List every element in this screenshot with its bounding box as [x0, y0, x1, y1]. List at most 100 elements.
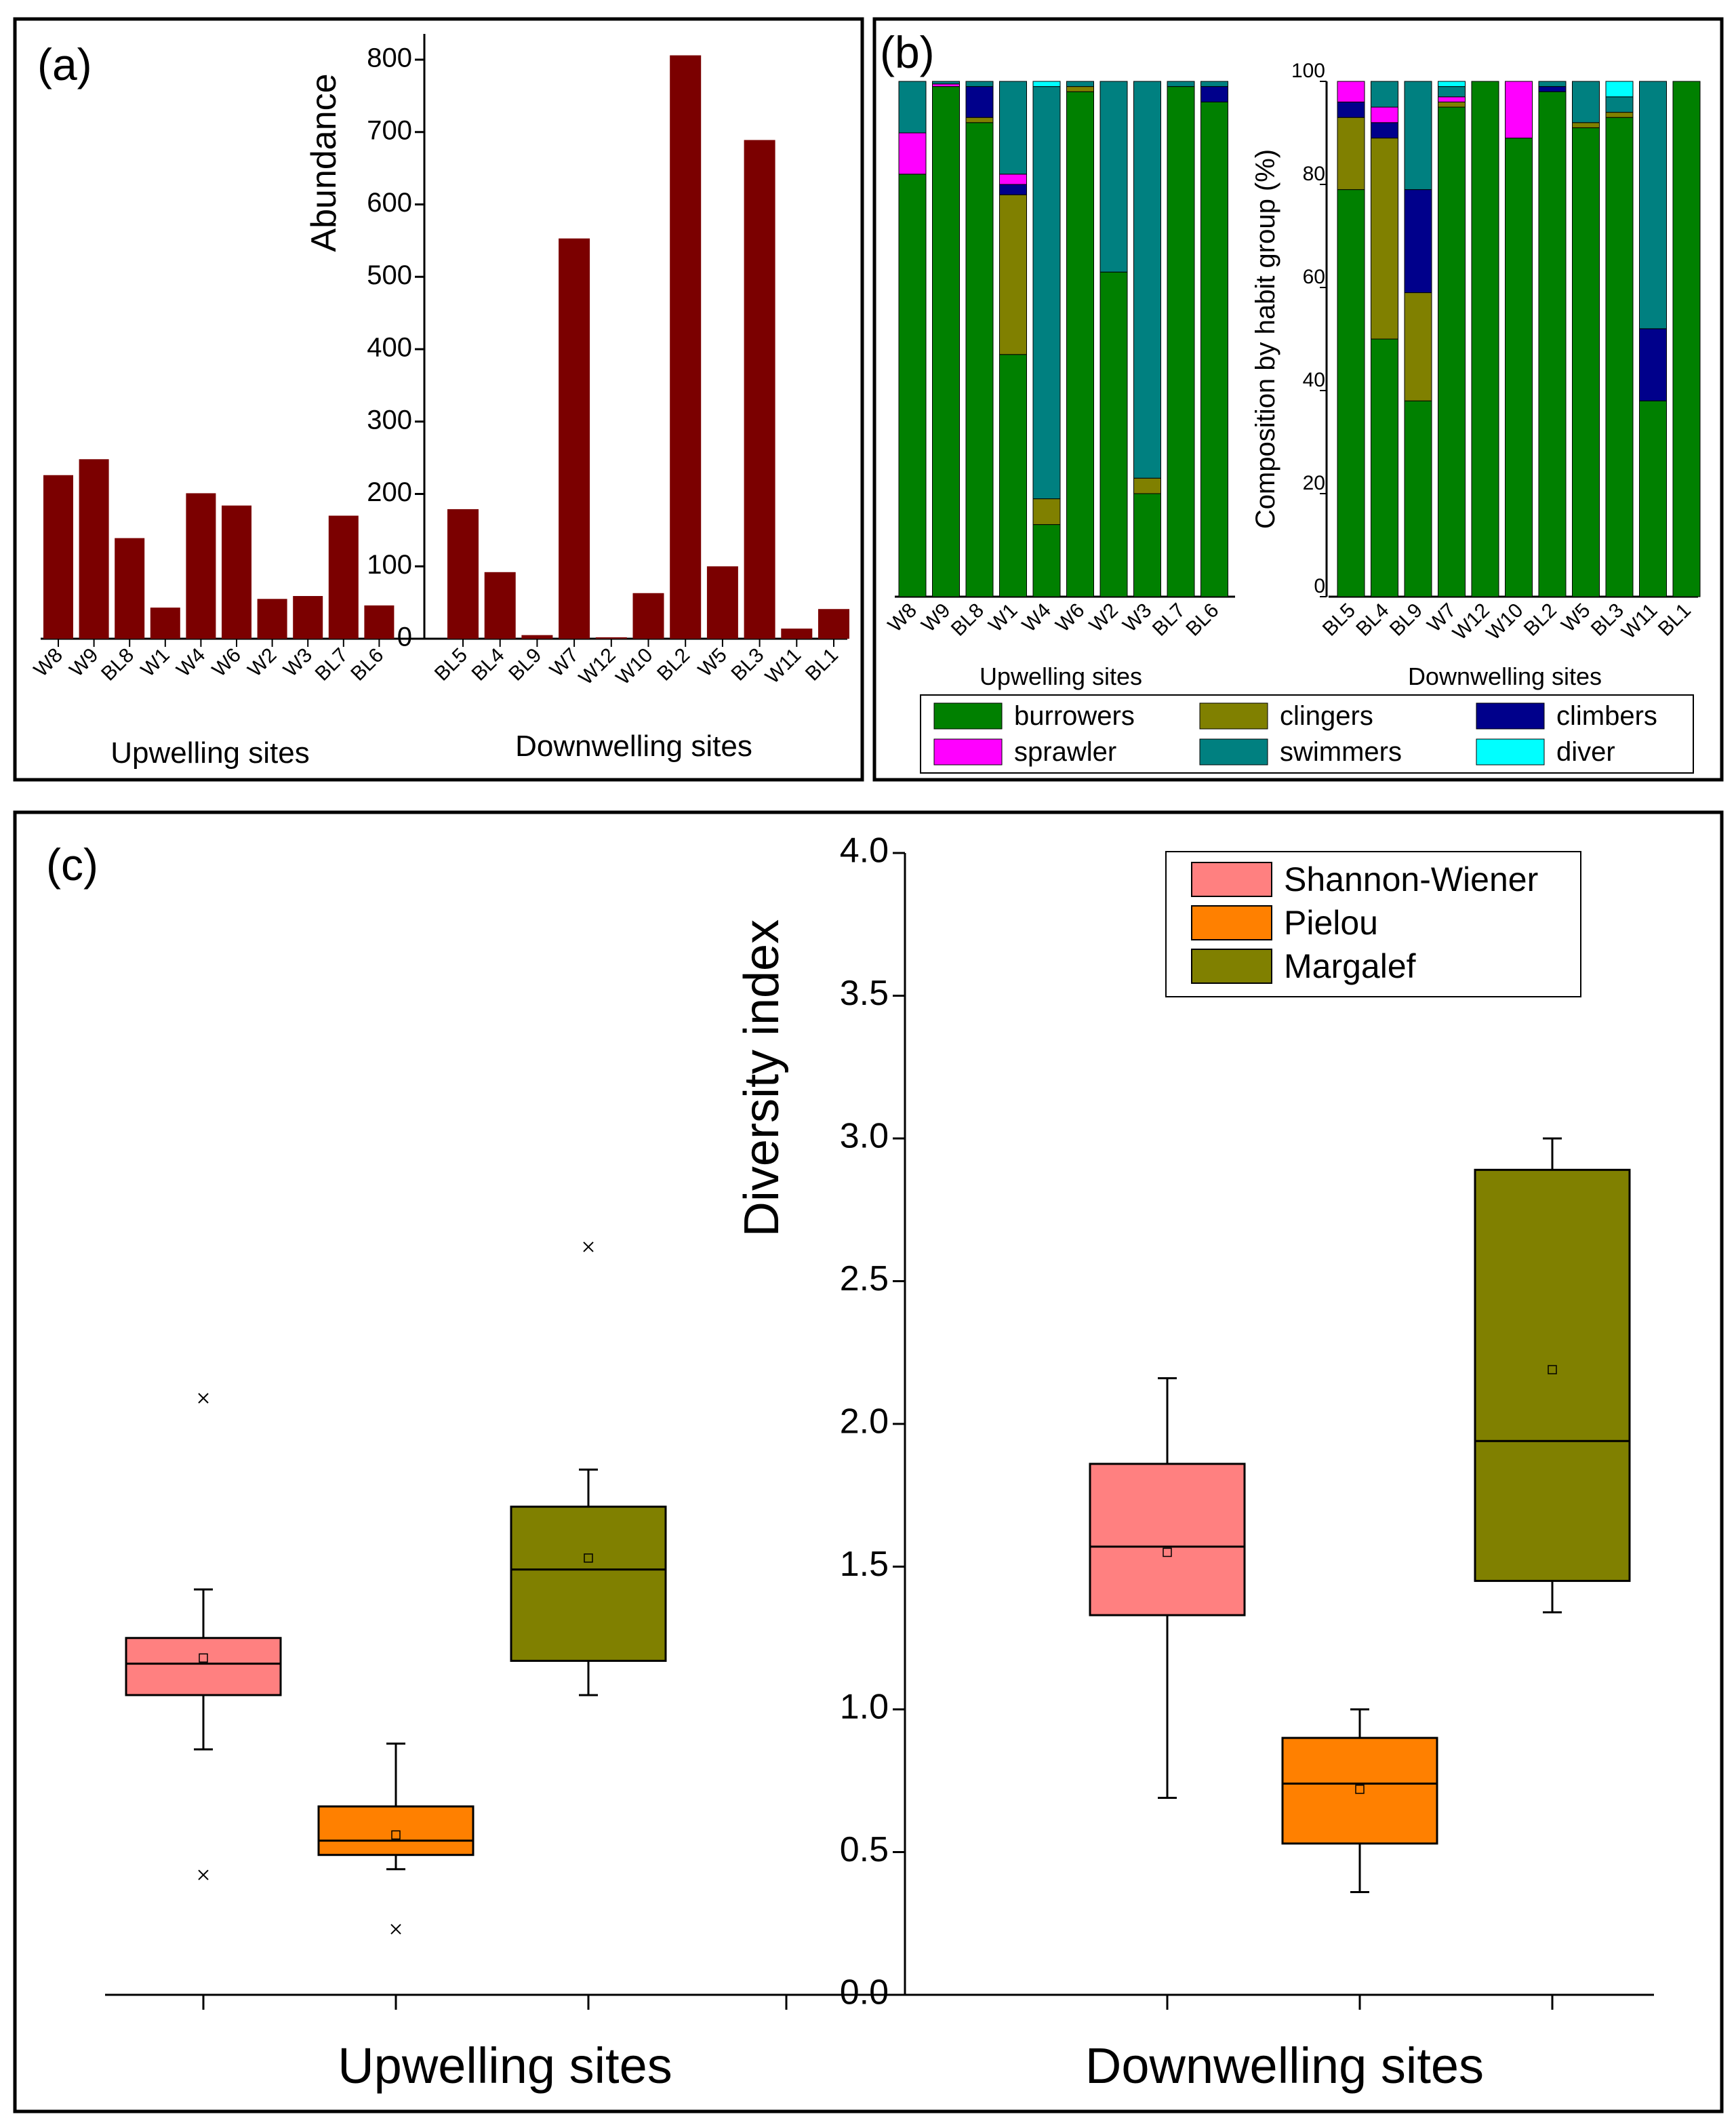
segment-BL8-swimmers — [965, 81, 994, 87]
bar-W7 — [559, 238, 590, 639]
legend-label-climbers: climbers — [1556, 701, 1657, 731]
legend-swatch-swimmers — [1199, 738, 1268, 766]
legend-swatch-sprawler — [933, 738, 1003, 766]
panel-a-upwelling-label: Upwelling sites — [110, 736, 309, 770]
segment-BL4-swimmers — [1371, 81, 1398, 108]
legend-swatch-clingers — [1199, 702, 1268, 730]
panel-b-upwelling-label: Upwelling sites — [980, 662, 1142, 690]
x-tick-label-W1: W1 — [984, 599, 1022, 637]
x-tick-label-W6: W6 — [1051, 599, 1089, 637]
box-Shannon-Wiener — [125, 1637, 282, 1696]
y-tick-label: 100 — [367, 550, 412, 580]
segment-W8-sprawler — [898, 132, 927, 175]
x-tick-label-BL3: BL3 — [1587, 599, 1628, 641]
bar-BL4 — [484, 572, 516, 639]
segment-BL7-burrowers — [1167, 86, 1195, 597]
segment-W4-burrowers — [1032, 524, 1061, 597]
x-tick-label-BL8: BL8 — [97, 644, 138, 686]
segment-BL1-burrowers — [1672, 81, 1701, 597]
segment-BL5-sprawler — [1337, 81, 1365, 102]
segment-BL3-clingers — [1605, 112, 1634, 118]
mean-marker — [391, 1830, 401, 1840]
mean-marker — [1548, 1365, 1557, 1374]
x-tick-label-W5: W5 — [694, 644, 731, 681]
bar-W2 — [257, 599, 287, 639]
segment-W11-climbers — [1639, 328, 1667, 401]
segment-BL3-burrowers — [1605, 117, 1634, 597]
x-tick-label-BL1: BL1 — [801, 644, 843, 686]
diversity-box-plot: Diversity index Upwelling sites Downwell… — [105, 831, 1654, 2094]
habit-group-stacked-chart: Composition by habit group (%) Upwelling… — [884, 60, 1701, 774]
segment-W1-burrowers — [999, 354, 1027, 597]
bar-BL6 — [364, 605, 395, 639]
legend-swatch-Shannon-Wiener — [1191, 862, 1272, 897]
legend-swatch-Margalef — [1191, 949, 1272, 984]
segment-W7-clingers — [1438, 101, 1466, 108]
legend-label-Margalef: Margalef — [1284, 947, 1416, 985]
panel-c-y-label: Diversity index — [735, 919, 789, 1237]
panel-b-legend-box — [920, 694, 1694, 774]
bar-W6 — [222, 505, 251, 639]
x-tick-label-W9: W9 — [917, 599, 954, 637]
segment-BL6-burrowers — [1200, 101, 1228, 597]
x-tick-label-W12: W12 — [1449, 599, 1494, 645]
box-Pielou — [1281, 1736, 1438, 1845]
segment-BL2-climbers — [1538, 86, 1567, 92]
box-Shannon-Wiener — [1089, 1463, 1246, 1616]
segment-W12-burrowers — [1471, 81, 1499, 597]
bar-BL8 — [115, 538, 145, 639]
segment-W10-burrowers — [1505, 138, 1533, 597]
y-tick-label: 1.5 — [840, 1545, 889, 1584]
y-tick-label: 1.0 — [840, 1688, 889, 1727]
y-tick-label: 800 — [367, 43, 412, 73]
panel-c-downwelling-label: Downwelling sites — [1085, 2038, 1484, 2094]
y-tick-label: 400 — [367, 333, 412, 363]
bar-BL3 — [744, 140, 775, 639]
segment-BL5-burrowers — [1337, 189, 1365, 597]
segment-W1-swimmers — [999, 81, 1027, 175]
bar-W10 — [632, 593, 664, 639]
outlier-marker — [198, 1393, 209, 1404]
y-tick-label: 0.5 — [840, 1830, 889, 1869]
y-tick-label: 0 — [1314, 575, 1325, 597]
legend-label-swimmers: swimmers — [1280, 737, 1402, 767]
panel-b-label: (b) — [880, 27, 935, 77]
segment-W9-sprawler — [932, 83, 960, 87]
segment-W4-clingers — [1032, 498, 1061, 525]
bar-W9 — [79, 459, 109, 639]
bar-W4 — [186, 493, 216, 639]
x-tick-label-W8: W8 — [884, 599, 921, 637]
x-tick-label-BL1: BL1 — [1654, 599, 1695, 641]
x-tick-label-BL2: BL2 — [653, 644, 694, 686]
bar-W11 — [781, 629, 813, 639]
segment-BL4-sprawler — [1371, 106, 1398, 123]
segment-W1-climbers — [999, 184, 1027, 195]
x-tick-label-BL8: BL8 — [947, 599, 988, 641]
segment-W4-swimmers — [1032, 86, 1061, 500]
segment-BL9-climbers — [1404, 189, 1432, 294]
panel-c-frame — [13, 810, 1724, 2113]
x-tick-label-W9: W9 — [65, 644, 102, 681]
segment-W7-diver — [1438, 81, 1466, 87]
y-tick-label: 200 — [367, 477, 412, 507]
x-tick-label-BL7: BL7 — [1148, 599, 1190, 641]
segment-W10-sprawler — [1505, 81, 1533, 139]
x-tick-label-BL3: BL3 — [727, 644, 768, 686]
x-tick-label-W10: W10 — [1482, 599, 1527, 645]
y-tick-label: 300 — [367, 405, 412, 435]
segment-W2-swimmers — [1099, 81, 1128, 273]
segment-BL9-burrowers — [1404, 400, 1432, 597]
bar-W5 — [706, 566, 738, 639]
y-tick-label: 60 — [1303, 266, 1325, 288]
segment-W5-swimmers — [1572, 81, 1600, 123]
y-tick-label: 100 — [1291, 60, 1325, 82]
x-tick-label-BL5: BL5 — [1318, 599, 1360, 641]
panel-b-frame — [872, 17, 1724, 782]
segment-W7-burrowers — [1438, 106, 1466, 597]
bar-BL1 — [818, 609, 849, 639]
segment-W6-clingers — [1066, 86, 1094, 92]
bar-BL7 — [328, 515, 359, 639]
segment-BL5-climbers — [1337, 101, 1365, 118]
legend-swatch-Pielou — [1191, 905, 1272, 940]
